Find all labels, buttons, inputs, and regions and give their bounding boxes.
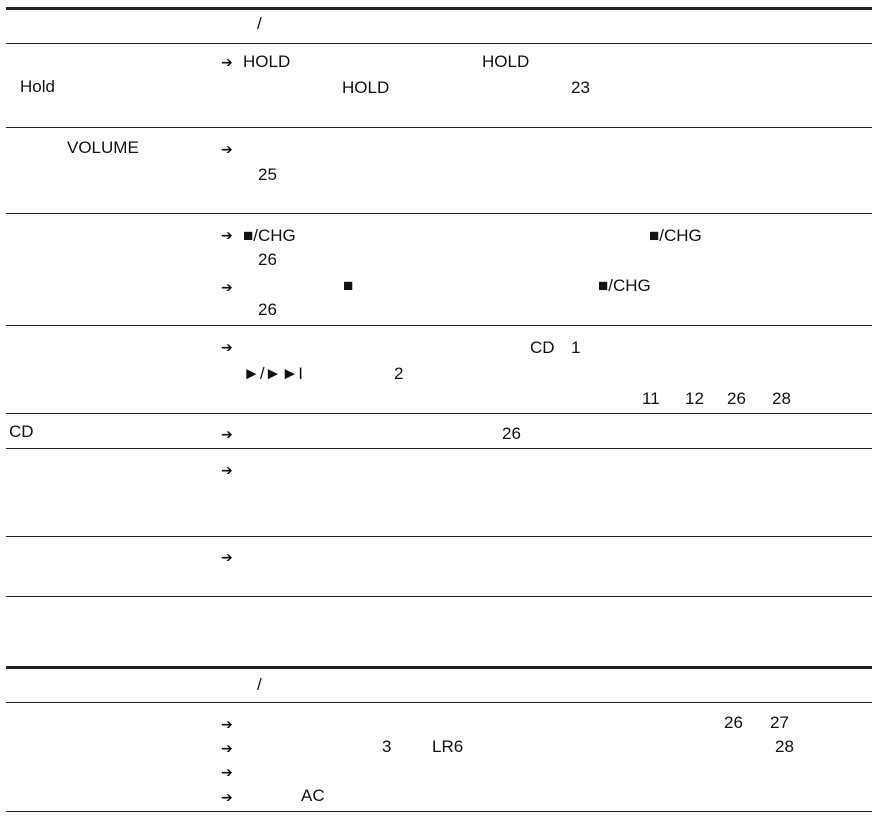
page-ref: 23 (571, 78, 590, 97)
page-ref: 11 (642, 389, 660, 408)
page-ref: 27 (770, 713, 789, 732)
row-label-hold: Hold (20, 77, 55, 96)
arrow-icon: ➔ (221, 142, 233, 158)
text-hold: HOLD (342, 78, 390, 97)
stop-symbol: ■ (343, 276, 354, 295)
row-divider (6, 213, 872, 214)
arrow-icon: ➔ (221, 427, 233, 443)
page-ref: 26 (258, 250, 277, 269)
play-next-icon: ►/►►I (243, 364, 303, 383)
arrow-icon: ➔ (221, 340, 233, 356)
arrow-icon: ➔ (221, 765, 233, 781)
arrow-icon: ➔ (221, 550, 233, 566)
text-battery-type: LR6 (432, 737, 464, 756)
arrow-icon: ➔ (221, 741, 233, 757)
table1-top-rule (6, 7, 872, 10)
page-ref: 26 (502, 424, 521, 443)
table2-top-rule (6, 666, 872, 669)
arrow-icon: ➔ (221, 280, 233, 296)
page-ref: 28 (772, 389, 791, 408)
arrow-icon: ➔ (221, 717, 233, 733)
text-number: 1 (571, 338, 581, 357)
row-divider (6, 127, 872, 128)
arrow-icon: ➔ (221, 463, 233, 479)
table1-header-rule (6, 43, 872, 44)
row-divider (6, 413, 872, 414)
arrow-icon: ➔ (221, 55, 233, 71)
page-ref: 25 (258, 165, 277, 184)
text-ac: AC (301, 786, 325, 805)
page-ref: 28 (775, 737, 794, 756)
row-label-cd: CD (9, 422, 34, 441)
page-ref: 26 (727, 389, 746, 408)
arrow-icon: ➔ (221, 228, 233, 244)
row-divider (6, 325, 872, 326)
table2-header-rule (6, 702, 872, 703)
text-number: 3 (382, 737, 392, 756)
page-ref: 12 (685, 389, 704, 408)
text-hold: HOLD (482, 52, 530, 71)
table1-bottom-rule (6, 596, 872, 597)
table1-header-slash: / (257, 14, 262, 33)
page-ref: 26 (724, 713, 743, 732)
text-stop-chg: ■/CHG (649, 226, 702, 245)
row-divider (6, 448, 872, 449)
text-stop-chg: ■/CHG (243, 226, 296, 245)
table2-header-slash: / (257, 675, 262, 694)
table2-bottom-rule (6, 811, 872, 812)
page-ref: 26 (258, 300, 277, 319)
arrow-icon: ➔ (221, 790, 233, 806)
text-stop-chg: ■/CHG (598, 276, 651, 295)
row-label-volume: VOLUME (67, 138, 139, 157)
text-hold: HOLD (243, 52, 291, 71)
row-divider (6, 536, 872, 537)
text-cd: CD (530, 338, 555, 357)
text-number: 2 (394, 364, 404, 383)
